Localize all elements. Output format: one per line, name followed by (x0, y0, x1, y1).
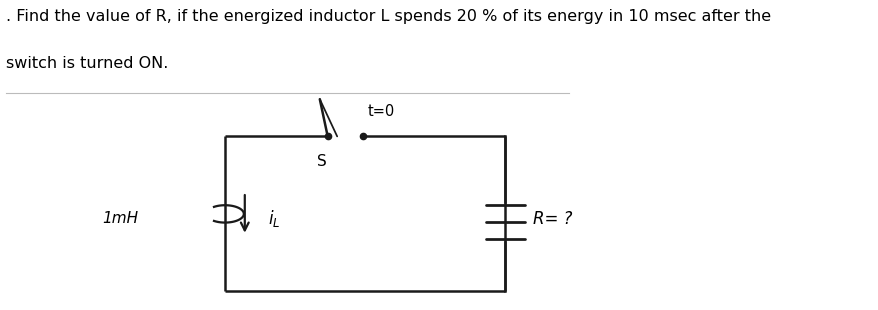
Text: . Find the value of R, if the energized inductor L spends 20 % of its energy in : . Find the value of R, if the energized … (6, 9, 771, 24)
Text: t=0: t=0 (367, 104, 394, 119)
Text: S: S (317, 154, 327, 169)
Text: switch is turned ON.: switch is turned ON. (6, 56, 169, 71)
Text: $i_L$: $i_L$ (268, 208, 281, 229)
Text: 1mH: 1mH (102, 211, 138, 226)
Text: R= ?: R= ? (532, 210, 572, 228)
